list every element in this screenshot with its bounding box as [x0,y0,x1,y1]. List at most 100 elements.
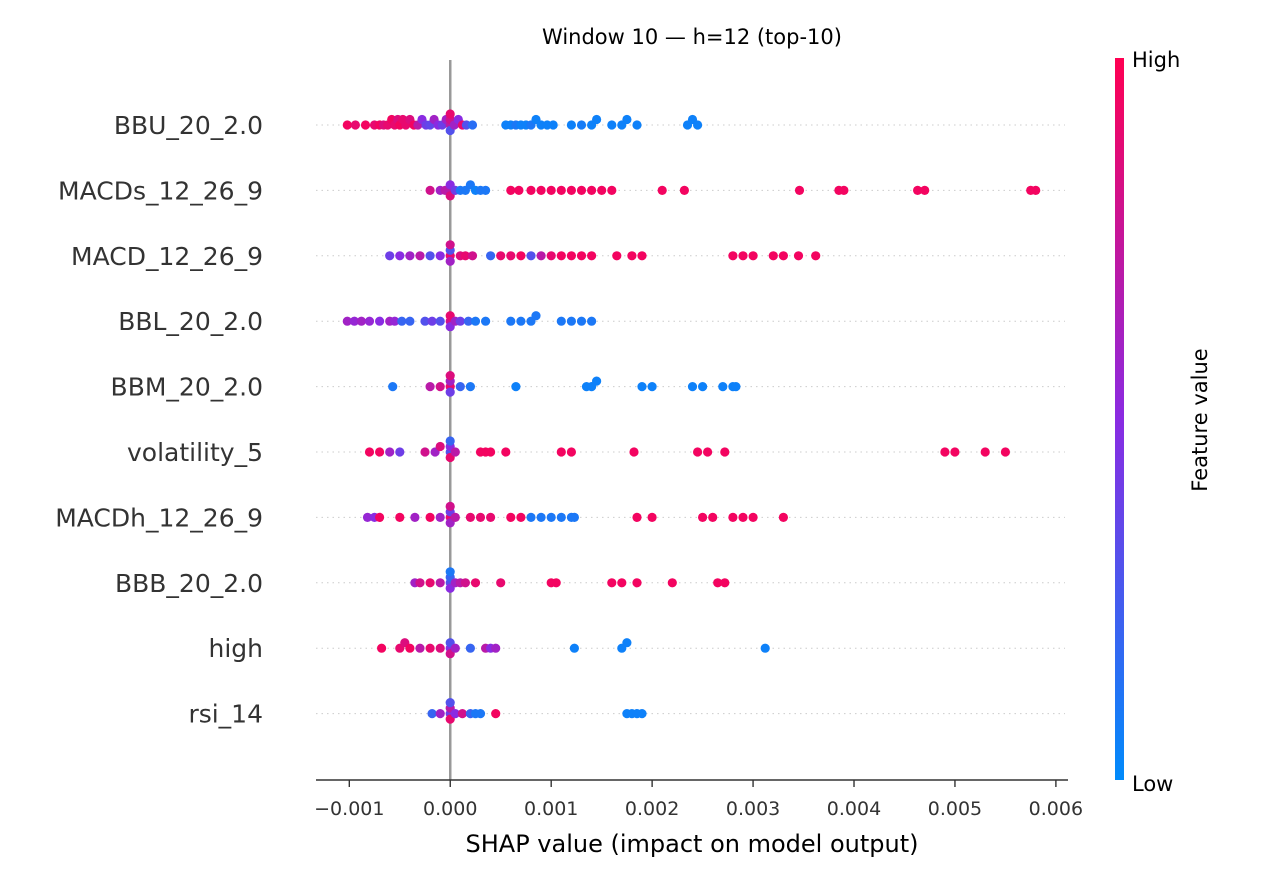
shap-point [576,120,587,130]
shap-point [425,251,435,261]
colorbar-title: Feature value [1188,348,1212,491]
shap-point [375,447,385,457]
shap-point [465,643,475,653]
feature-label: volatility_5 [127,438,263,467]
feature-label: BBU_20_2.0 [114,111,263,140]
shap-point [693,447,703,457]
shap-point [506,185,516,195]
shap-point [375,316,385,326]
shap-point [738,512,748,523]
shap-point [364,316,375,326]
shap-point [506,512,516,523]
shap-point [375,512,385,523]
shap-point [738,251,748,261]
shap-point [445,371,455,381]
shap-point [362,512,373,523]
shap-point [360,120,371,130]
shap-point [481,316,491,326]
shap-point [516,316,526,326]
shap-point [1000,447,1011,457]
shap-point [445,501,455,511]
shap-point [377,643,387,653]
shap-point [506,251,516,261]
shap-point [693,120,703,130]
shap-point [491,709,501,719]
shap-point [486,251,496,261]
shap-point [385,251,395,261]
shap-point [395,251,405,261]
shap-point [667,578,677,588]
shap-point [920,185,930,195]
shap-point [405,251,415,261]
feature-label: rsi_14 [188,700,263,729]
shap-point [465,512,475,523]
shap-point [463,316,473,326]
shap-point [435,316,445,326]
shap-point [551,578,561,588]
shap-point [576,316,587,326]
shap-point [768,251,778,261]
shap-point [980,447,990,457]
shap-point [467,251,478,261]
shap-point [698,382,708,392]
feature-label: BBL_20_2.0 [118,307,263,336]
shap-point [587,316,597,326]
shap-point [425,512,435,523]
shap-point [632,120,642,130]
shap-point [556,316,566,326]
shap-point [475,512,486,523]
shap-point [592,376,602,386]
shap-point [612,251,622,261]
shap-point [445,436,455,446]
shap-point [637,382,647,392]
shap-point [397,316,407,326]
x-tick-label: 0.004 [827,798,881,820]
shap-point [506,316,516,326]
shap-point [566,185,577,195]
shap-point [597,185,607,195]
shap-point [496,251,506,261]
shap-points [342,109,1041,724]
shap-point [728,251,738,261]
shap-point [445,567,455,577]
feature-label: BBB_20_2.0 [115,569,263,598]
feature-row-guides [316,124,1065,715]
x-tick-label: 0.001 [524,798,578,820]
shap-point [435,643,445,653]
shap-point [435,441,445,452]
shap-point [457,709,467,719]
shap-point [637,709,647,719]
shap-point [778,512,789,523]
shap-point [420,316,430,326]
feature-label: MACD_12_26_9 [71,242,263,271]
feature-label: MACDh_12_26_9 [55,503,263,532]
colorbar [1115,58,1124,780]
shap-point [415,251,425,261]
shap-point [531,311,541,321]
shap-point [516,512,526,523]
shap-point [556,185,566,195]
shap-point [342,316,352,326]
shap-point [576,185,587,195]
shap-point [501,447,511,457]
shap-point [405,643,415,653]
shap-point [546,251,556,261]
colorbar-low-label: Low [1132,772,1173,796]
shap-point [778,251,789,261]
shap-point [405,316,415,326]
shap-point [592,114,602,125]
shap-point [940,447,950,457]
shap-point [546,512,556,523]
shap-point [622,638,632,648]
shap-point [793,251,804,261]
shap-point [720,447,730,457]
shap-point [390,316,400,326]
shap-point [420,447,430,457]
shap-point [647,382,657,392]
shap-point [731,382,741,392]
shap-point [427,316,437,326]
shap-point [445,256,455,266]
feature-label: MACDs_12_26_9 [58,176,263,205]
shap-point [569,512,580,523]
shap-point [455,382,465,392]
